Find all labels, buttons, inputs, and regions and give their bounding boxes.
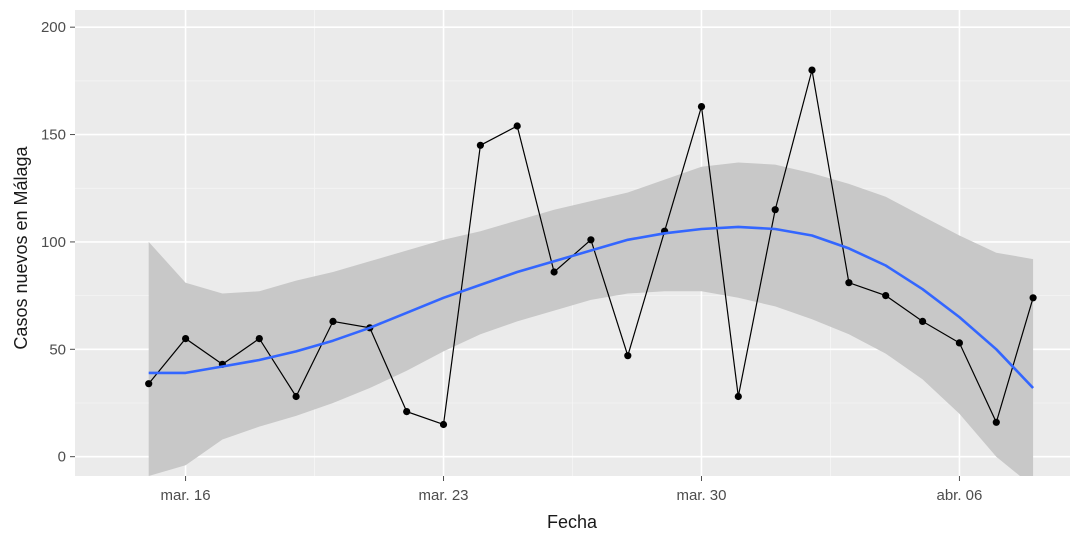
data-point [403, 408, 411, 416]
y-tick-label: 150 [41, 127, 66, 144]
data-point [1029, 294, 1037, 302]
smooth-line [148, 225, 1035, 389]
x-tick-label: mar. 30 [676, 487, 726, 504]
data-point [439, 420, 448, 429]
smooth-series-layer [148, 225, 1035, 389]
y-tick-label: 50 [49, 341, 66, 358]
data-point [882, 292, 890, 300]
data-point [992, 418, 1000, 426]
data-point [808, 66, 816, 74]
data-point [329, 317, 337, 325]
data-point [255, 335, 263, 343]
x-tick-label: abr. 06 [937, 487, 983, 504]
data-point [476, 141, 484, 149]
confidence-band [148, 162, 1034, 476]
y-axis-title: Casos nuevos en Málaga [11, 145, 31, 349]
data-point [513, 122, 521, 130]
confidence-band-layer [148, 162, 1034, 476]
observed-series-layer [145, 66, 1037, 429]
data-point [845, 279, 853, 287]
x-tick-label: mar. 23 [419, 487, 469, 504]
data-point [587, 236, 595, 244]
data-point [182, 335, 190, 343]
data-point [624, 352, 632, 360]
data-point [697, 103, 706, 111]
data-point [734, 392, 742, 401]
data-point [292, 392, 300, 401]
y-tick-label: 0 [58, 449, 66, 466]
y-tick-label: 100 [41, 234, 66, 251]
data-point [771, 206, 779, 214]
data-point [919, 317, 927, 325]
x-axis-title: Fecha [547, 512, 598, 532]
data-point [955, 339, 964, 347]
data-point [145, 380, 153, 388]
data-point [550, 268, 558, 276]
x-axis-ticks: mar. 16 mar. 23 mar. 30 abr. 06 [161, 476, 983, 504]
y-axis-ticks: 0 50 100 150 200 [41, 19, 75, 466]
y-tick-label: 200 [41, 19, 66, 36]
x-tick-label: mar. 16 [161, 487, 211, 504]
